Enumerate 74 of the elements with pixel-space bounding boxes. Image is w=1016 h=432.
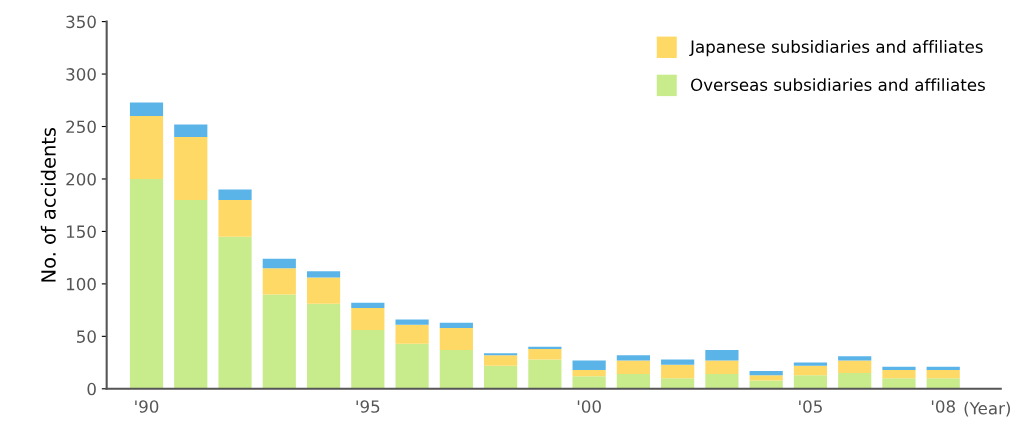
bar (616, 360, 650, 375)
bar (528, 348, 562, 360)
bar (572, 376, 606, 389)
bar (262, 258, 296, 269)
bar (262, 294, 296, 389)
bar (616, 355, 650, 361)
bar (882, 378, 916, 389)
x-tick-label: '90 (135, 400, 159, 413)
bar (306, 277, 341, 304)
x-tick-label: '08 (931, 400, 955, 413)
bar (528, 346, 562, 349)
bar (882, 366, 916, 370)
bar (572, 369, 606, 377)
y-axis-title: No. of accidents (40, 127, 56, 282)
bar (616, 374, 650, 389)
bar (661, 364, 695, 379)
bar (572, 360, 606, 370)
bar (395, 324, 429, 344)
y-tick-label: 150 (66, 225, 96, 238)
bar (129, 102, 164, 117)
bar (793, 375, 828, 389)
x-tick-label: '05 (799, 400, 822, 413)
bar (395, 319, 429, 325)
bar (749, 380, 783, 389)
y-tick-label: 0 (87, 382, 96, 396)
y-tick-label: 250 (66, 120, 96, 134)
bar (705, 374, 739, 389)
bar (174, 199, 208, 389)
bar (926, 378, 960, 389)
bar (439, 349, 473, 389)
bar (306, 271, 341, 278)
bar (882, 369, 916, 379)
bar (528, 359, 562, 389)
bar (218, 189, 252, 200)
bar (926, 369, 960, 379)
bar (793, 365, 828, 376)
bar (395, 343, 429, 389)
bar (174, 124, 208, 138)
bar (262, 268, 296, 295)
bar (484, 365, 518, 389)
y-tick-label: 200 (66, 172, 96, 186)
y-tick-label: 300 (66, 68, 96, 81)
bar (351, 308, 385, 331)
bar (838, 360, 872, 374)
bar (174, 137, 208, 200)
x-axis-title: (Year) (964, 401, 1010, 417)
bar (793, 362, 828, 366)
bar (306, 303, 341, 389)
y-tick-label: 350 (66, 15, 96, 29)
bar (129, 116, 164, 179)
bar (838, 356, 872, 361)
bar (926, 366, 960, 370)
legend-label: Japanese subsidiaries and affiliates (689, 40, 983, 57)
bar (749, 375, 783, 381)
bar (838, 373, 872, 389)
bar (661, 378, 695, 389)
bar (749, 370, 783, 376)
y-tick-label: 100 (66, 277, 96, 291)
bar (705, 360, 739, 375)
bar (484, 353, 518, 356)
bar (218, 236, 252, 389)
x-tick-label: '95 (356, 400, 380, 413)
bar (661, 359, 695, 365)
bar (705, 349, 739, 361)
x-tick-label: '00 (577, 400, 601, 413)
bar (129, 178, 164, 389)
bar (439, 327, 473, 350)
bar (218, 199, 252, 237)
bar (351, 330, 385, 389)
bar (439, 322, 473, 328)
legend-label: Overseas subsidiaries and affiliates (691, 78, 985, 92)
y-tick-label: 50 (77, 330, 96, 343)
bar (351, 302, 385, 309)
bar (484, 355, 518, 366)
